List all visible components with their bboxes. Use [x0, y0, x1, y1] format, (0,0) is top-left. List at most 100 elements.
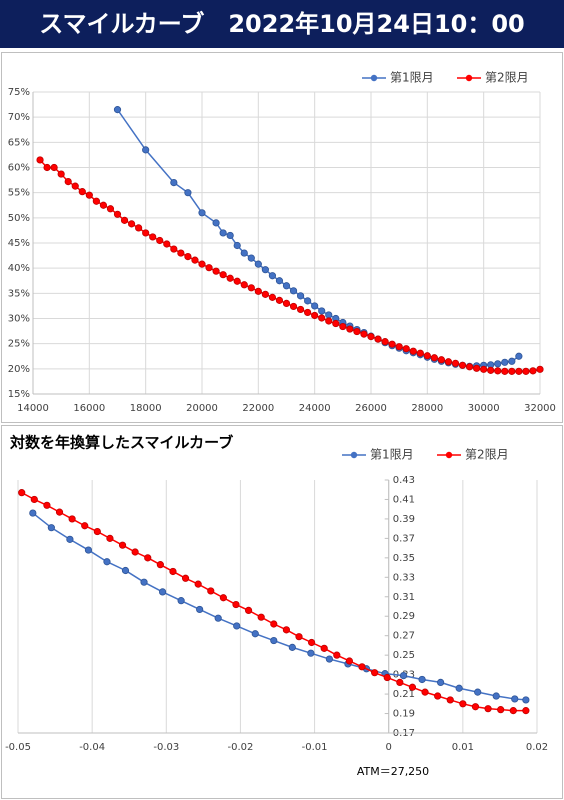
data-point	[50, 163, 58, 172]
data-point	[212, 219, 220, 227]
data-point	[18, 489, 26, 497]
data-point	[184, 189, 192, 197]
x-tick-label: 32000	[524, 403, 556, 414]
data-point	[501, 367, 509, 375]
data-point	[497, 706, 505, 714]
data-point	[247, 284, 255, 292]
x-tick-label: 0	[386, 742, 392, 753]
data-point	[196, 605, 204, 614]
data-point	[399, 671, 408, 680]
data-point	[494, 360, 502, 368]
data-point	[487, 366, 495, 374]
data-point	[465, 363, 474, 371]
data-point	[219, 271, 227, 279]
x-tick-label: 30000	[468, 403, 500, 414]
x-tick-label: 28000	[411, 403, 443, 414]
legend-label: 第2限月	[485, 71, 529, 85]
data-point	[529, 367, 537, 375]
y-tick-label: 0.41	[393, 494, 415, 505]
data-point	[85, 191, 93, 199]
data-point	[270, 636, 278, 645]
data-point	[233, 241, 241, 250]
y-tick-label: 0.25	[393, 650, 415, 661]
data-point	[233, 277, 241, 285]
data-point	[106, 534, 114, 542]
data-point	[333, 651, 341, 659]
data-point	[169, 567, 177, 576]
data-point	[244, 606, 253, 614]
data-point	[233, 622, 241, 630]
data-point	[29, 509, 37, 517]
y-tick-label: 30%	[8, 314, 30, 325]
y-tick-label: 0.19	[393, 709, 415, 720]
data-point	[92, 197, 100, 205]
y-tick-label: 25%	[8, 339, 30, 350]
data-point	[346, 325, 354, 333]
data-point	[339, 322, 347, 331]
data-point	[214, 614, 222, 622]
y-tick-label: 0.27	[393, 631, 415, 642]
x-tick-label: -0.05	[5, 742, 31, 753]
data-point	[388, 340, 396, 348]
y-tick-label: 60%	[8, 163, 30, 174]
data-point	[522, 367, 530, 375]
data-point	[295, 633, 303, 641]
data-point	[358, 663, 366, 671]
data-point	[106, 205, 115, 213]
data-point	[308, 638, 316, 647]
legend-marker	[350, 451, 358, 459]
x-tick-label: -0.03	[153, 742, 179, 753]
data-point	[43, 501, 51, 509]
data-point	[395, 343, 403, 351]
data-point	[251, 630, 259, 638]
data-point	[515, 352, 523, 360]
legend-label: 第1限月	[390, 71, 434, 85]
data-point	[371, 669, 379, 677]
data-point	[320, 644, 328, 652]
x-tick-label: -0.04	[79, 742, 105, 753]
data-point	[57, 170, 65, 178]
data-point	[304, 297, 312, 305]
header-bar	[0, 0, 564, 48]
data-point	[474, 688, 482, 696]
data-point	[177, 249, 185, 257]
data-point	[207, 587, 215, 595]
data-point	[423, 352, 431, 360]
data-point	[409, 347, 417, 355]
data-point	[232, 600, 240, 609]
data-point	[345, 657, 354, 665]
data-point	[121, 566, 130, 575]
data-point	[396, 678, 404, 687]
data-point	[374, 335, 382, 343]
series-line	[32, 512, 526, 701]
y-tick-label: 35%	[8, 288, 30, 299]
data-point	[437, 356, 446, 364]
data-point	[268, 293, 277, 301]
annotation: ATM＝27,250	[357, 765, 429, 778]
data-point	[81, 522, 89, 530]
data-point	[418, 675, 426, 684]
data-point	[408, 683, 417, 691]
data-point	[332, 319, 340, 328]
data-point	[78, 188, 86, 196]
data-point	[191, 256, 199, 264]
data-point	[142, 229, 150, 237]
data-point	[353, 327, 361, 336]
data-point	[446, 696, 454, 704]
data-point	[522, 696, 530, 704]
y-tick-label: 0.33	[393, 572, 415, 583]
data-point	[47, 524, 55, 532]
data-point	[268, 272, 277, 280]
data-point	[304, 308, 312, 317]
data-point	[275, 277, 284, 285]
data-point	[307, 649, 315, 657]
data-point	[311, 311, 319, 320]
data-point	[325, 317, 333, 325]
x-tick-label: -0.02	[227, 742, 253, 753]
legend-marker	[370, 74, 378, 82]
y-tick-label: 70%	[8, 112, 30, 123]
y-tick-label: 15%	[8, 389, 30, 400]
data-point	[275, 296, 284, 304]
